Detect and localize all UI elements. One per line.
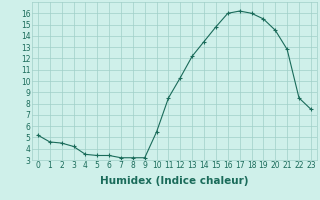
X-axis label: Humidex (Indice chaleur): Humidex (Indice chaleur) <box>100 176 249 186</box>
